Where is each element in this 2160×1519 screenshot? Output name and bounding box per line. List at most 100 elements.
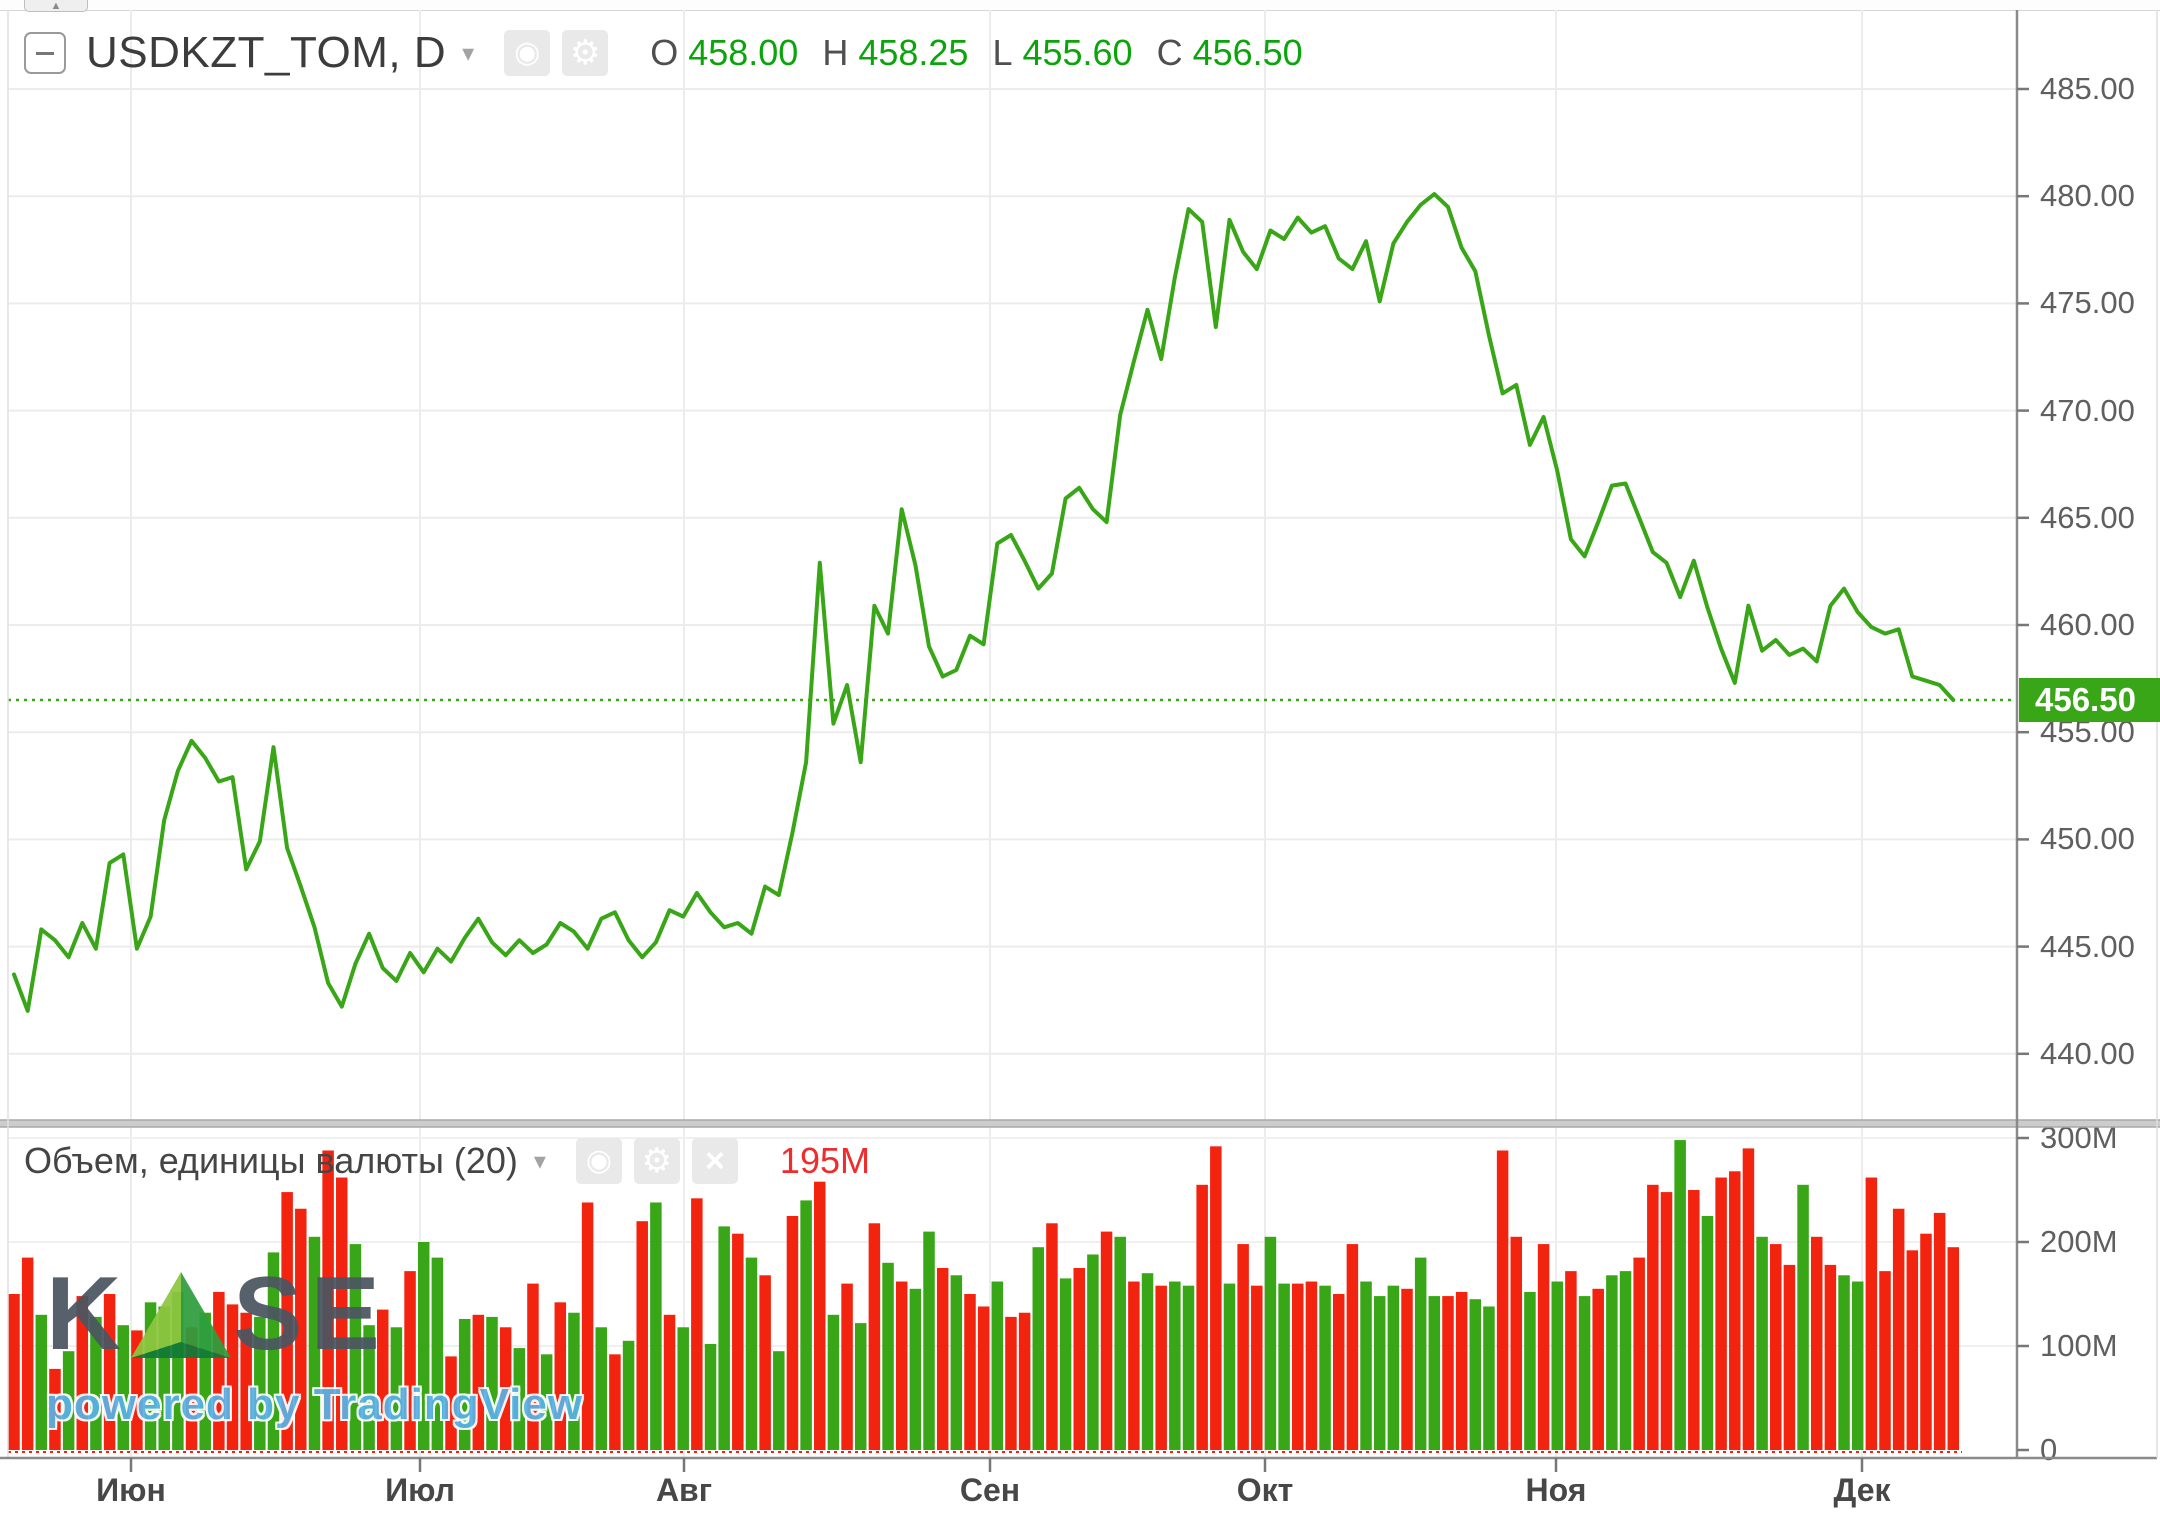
tab-arrow-icon: ▲ bbox=[50, 0, 62, 12]
volume-bar bbox=[458, 1318, 471, 1450]
chevron-down-icon[interactable]: ▾ bbox=[533, 1147, 546, 1175]
volume-bar bbox=[62, 1351, 75, 1450]
volume-bar bbox=[1810, 1236, 1823, 1450]
volume-bar bbox=[472, 1314, 485, 1450]
volume-bar bbox=[1578, 1296, 1591, 1450]
volume-bar bbox=[1223, 1283, 1236, 1450]
price-axis-label: 465.00 bbox=[2040, 499, 2135, 535]
volume-bar bbox=[144, 1302, 157, 1450]
volume-bar bbox=[131, 1330, 143, 1450]
volume-bar bbox=[1455, 1291, 1468, 1450]
volume-bar bbox=[1032, 1247, 1045, 1450]
volume-bar bbox=[677, 1327, 689, 1450]
volume-bar bbox=[882, 1262, 894, 1450]
volume-bar bbox=[663, 1314, 676, 1450]
price-axis-label: 485.00 bbox=[2040, 71, 2135, 106]
volume-study-title[interactable]: Объем, единицы валюты (20) bbox=[24, 1140, 518, 1181]
volume-bar bbox=[226, 1304, 239, 1450]
month-label: Июл bbox=[385, 1472, 455, 1508]
volume-bar bbox=[1005, 1316, 1017, 1450]
volume-bar bbox=[1715, 1177, 1727, 1450]
chevron-down-icon[interactable]: ▾ bbox=[462, 39, 475, 67]
volume-bar bbox=[786, 1216, 799, 1450]
volume-bar bbox=[1483, 1306, 1495, 1450]
volume-bar bbox=[1332, 1294, 1345, 1450]
volume-bar bbox=[1933, 1212, 1946, 1450]
volume-axis-label: 100M bbox=[2040, 1328, 2118, 1363]
volume-bar bbox=[376, 1309, 389, 1450]
top-border-strip bbox=[0, 0, 2160, 11]
volume-bar bbox=[936, 1268, 949, 1450]
volume-bar bbox=[349, 1244, 362, 1450]
volume-bar bbox=[1046, 1223, 1058, 1450]
volume-bar bbox=[554, 1302, 567, 1450]
volume-bar bbox=[1264, 1236, 1277, 1450]
volume-bar bbox=[1879, 1271, 1891, 1450]
last-price-value: 456.50 bbox=[2035, 681, 2136, 719]
volume-bar bbox=[568, 1312, 580, 1450]
open-label: O bbox=[650, 32, 679, 73]
volume-bar bbox=[1414, 1257, 1427, 1450]
volume-bar bbox=[800, 1200, 812, 1450]
volume-bar bbox=[773, 1351, 785, 1450]
volume-bar bbox=[1524, 1291, 1536, 1450]
close-label: C bbox=[1156, 32, 1183, 73]
month-label: Дек bbox=[1833, 1472, 1891, 1508]
volume-axis-label: 200M bbox=[2040, 1224, 2118, 1259]
volume-bar bbox=[1824, 1264, 1837, 1450]
volume-bar bbox=[1141, 1273, 1154, 1450]
price-axis-label: 475.00 bbox=[2040, 285, 2135, 321]
collapse-pane-icon[interactable] bbox=[24, 32, 66, 74]
price-line-series bbox=[12, 192, 1956, 1013]
volume-bar bbox=[1155, 1285, 1167, 1450]
volume-bar bbox=[1196, 1184, 1208, 1450]
gear-icon[interactable]: ⚙ bbox=[562, 30, 609, 76]
kase-logo-triangle-icon bbox=[131, 1272, 232, 1358]
volume-bar bbox=[1278, 1283, 1290, 1450]
volume-bar bbox=[1674, 1140, 1686, 1450]
volume-bar bbox=[814, 1181, 826, 1450]
gear-icon[interactable]: ⚙ bbox=[633, 1138, 680, 1184]
volume-bar bbox=[854, 1323, 867, 1450]
volume-bar bbox=[390, 1327, 403, 1450]
pane-divider[interactable] bbox=[0, 1120, 2160, 1127]
volume-bar bbox=[49, 1368, 61, 1450]
eye-icon[interactable]: ◉ bbox=[575, 1138, 622, 1184]
month-label: Авг bbox=[655, 1472, 713, 1508]
volume-bar bbox=[923, 1231, 935, 1450]
volume-bar bbox=[1742, 1148, 1755, 1450]
close-icon[interactable]: × bbox=[691, 1138, 738, 1184]
price-axis-label: 450.00 bbox=[2040, 821, 2135, 857]
symbol-title[interactable]: USDKZT_TOM, D bbox=[86, 28, 447, 77]
volume-bar bbox=[1510, 1236, 1523, 1450]
volume-bar bbox=[1100, 1231, 1113, 1450]
last-price-badge: 456.50 bbox=[2019, 678, 2160, 723]
volume-bar bbox=[759, 1275, 771, 1450]
volume-bar bbox=[991, 1281, 1004, 1450]
volume-pane-legend: Объем, единицы валюты (20) ▾ ◉ ⚙ × 195M bbox=[24, 1138, 870, 1184]
volume-bar bbox=[1305, 1281, 1318, 1450]
volume-bar bbox=[1059, 1278, 1072, 1450]
eye-icon[interactable]: ◉ bbox=[504, 30, 551, 76]
volume-bar bbox=[1619, 1271, 1632, 1450]
price-pane-legend: USDKZT_TOM, D ▾ ◉ ⚙ O 458.00 H 458.25 L … bbox=[24, 28, 1327, 78]
volume-bar bbox=[868, 1223, 881, 1450]
toolbar-collapse-tab[interactable]: ▲ bbox=[24, 0, 88, 12]
volume-bar bbox=[1237, 1244, 1249, 1450]
volume-bar bbox=[76, 1296, 89, 1450]
volume-bar bbox=[185, 1327, 198, 1450]
month-label: Июн bbox=[96, 1472, 166, 1508]
month-label: Окт bbox=[1236, 1472, 1294, 1508]
volume-bar bbox=[336, 1177, 348, 1450]
volume-bar bbox=[581, 1202, 594, 1450]
volume-bar bbox=[21, 1257, 34, 1450]
volume-bar bbox=[691, 1198, 703, 1450]
volume-bar bbox=[1387, 1285, 1400, 1450]
volume-bar bbox=[1592, 1288, 1604, 1450]
volume-bar bbox=[1660, 1192, 1673, 1450]
volume-bar bbox=[1537, 1244, 1550, 1450]
volume-bar bbox=[1401, 1288, 1413, 1450]
high-label: H bbox=[822, 32, 849, 73]
volume-bar bbox=[1797, 1184, 1809, 1450]
